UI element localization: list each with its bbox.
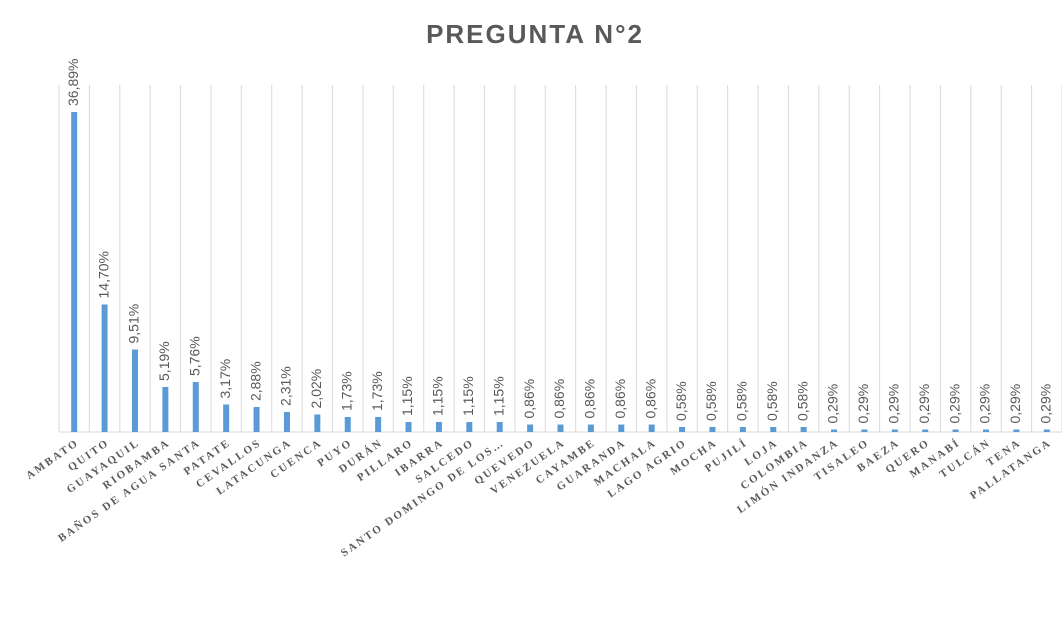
value-label: 36,89% (65, 58, 81, 105)
value-label: 2,31% (278, 366, 294, 406)
bar (314, 414, 321, 432)
bar (891, 429, 898, 432)
bar (557, 424, 564, 432)
bar (162, 386, 169, 432)
bar (344, 416, 351, 432)
bar (1043, 429, 1050, 432)
bar (770, 426, 777, 432)
value-label: 0,86% (642, 379, 658, 419)
bar (983, 429, 990, 432)
value-label: 0,86% (582, 379, 598, 419)
value-label: 0,86% (551, 379, 567, 419)
value-label: 1,15% (490, 376, 506, 416)
value-label: 0,58% (673, 381, 689, 421)
value-label: 0,58% (734, 381, 750, 421)
value-label: 5,76% (186, 336, 202, 376)
value-label: 1,73% (369, 371, 385, 411)
bar (435, 422, 442, 432)
value-label: 5,19% (156, 341, 172, 381)
bar (283, 411, 290, 432)
bar (131, 349, 138, 432)
value-label: 1,15% (430, 376, 446, 416)
bar (496, 422, 503, 432)
bar (709, 426, 716, 432)
value-label: 1,73% (338, 371, 354, 411)
bar (1013, 429, 1020, 432)
value-label: 0,29% (977, 384, 993, 424)
bar (527, 424, 534, 432)
bar (679, 426, 686, 432)
value-label: 0,86% (612, 379, 628, 419)
bar (618, 424, 625, 432)
value-label: 2,02% (308, 369, 324, 409)
bar (648, 424, 655, 432)
value-label: 1,15% (399, 376, 415, 416)
bar (192, 382, 199, 432)
value-label: 0,29% (855, 384, 871, 424)
bar (223, 404, 230, 432)
value-label: 0,29% (916, 384, 932, 424)
bar (587, 424, 594, 432)
value-label: 9,51% (126, 304, 142, 344)
bar (405, 422, 412, 432)
chart-title: PREGUNTA N°2 (426, 19, 644, 49)
value-label: 14,70% (95, 251, 111, 298)
value-label: 1,15% (460, 376, 476, 416)
value-label: 0,29% (1007, 384, 1023, 424)
bar (861, 429, 868, 432)
bar (71, 111, 78, 432)
bar (466, 422, 473, 432)
bar (739, 426, 746, 432)
value-label: 0,29% (1038, 384, 1054, 424)
bar (831, 429, 838, 432)
value-label: 2,88% (247, 361, 263, 401)
bar (253, 407, 260, 432)
value-label: 0,29% (946, 384, 962, 424)
value-label: 0,58% (794, 381, 810, 421)
value-label: 0,58% (703, 381, 719, 421)
value-label: 0,58% (764, 381, 780, 421)
value-label: 0,29% (886, 384, 902, 424)
value-label: 3,17% (217, 359, 233, 399)
value-label: 0,29% (825, 384, 841, 424)
bar (922, 429, 929, 432)
bar (101, 304, 108, 432)
value-label: 0,86% (521, 379, 537, 419)
bar (375, 416, 382, 432)
bar (800, 426, 807, 432)
bar (952, 429, 959, 432)
